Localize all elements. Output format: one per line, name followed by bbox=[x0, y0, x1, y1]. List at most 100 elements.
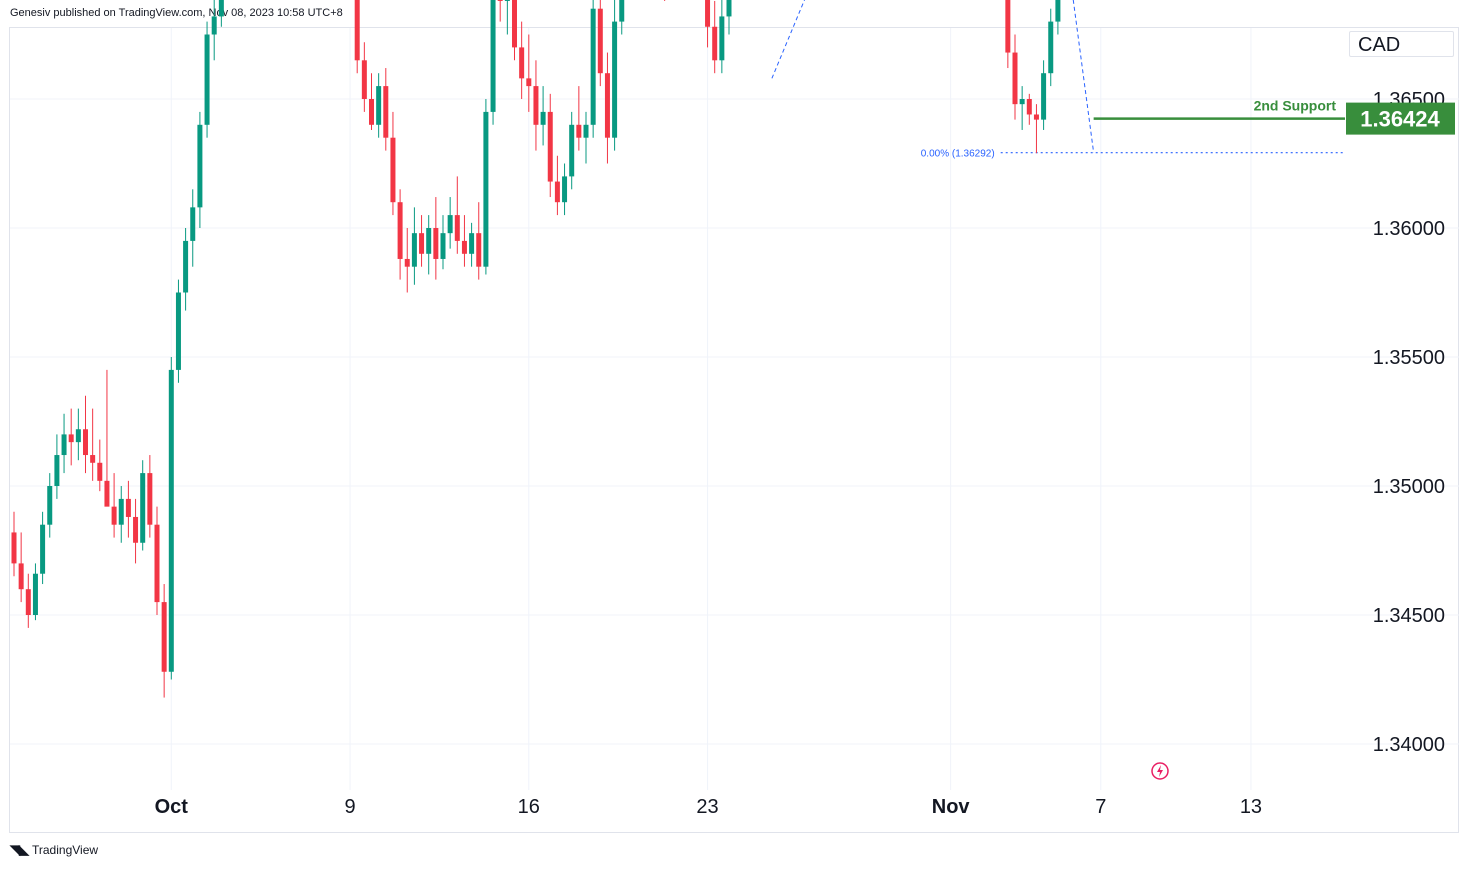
candle-body-29 bbox=[218, 0, 224, 17]
candle-body-61 bbox=[447, 215, 453, 234]
candle-body-84 bbox=[612, 21, 618, 138]
candle-body-70 bbox=[512, 0, 517, 48]
candle-body-18 bbox=[140, 473, 146, 543]
candle-body-139 bbox=[1005, 0, 1011, 53]
level-label-3: 2nd Support bbox=[1254, 98, 1337, 114]
candle-body-48 bbox=[354, 0, 360, 61]
candle-body-25 bbox=[190, 207, 196, 241]
candle-body-74 bbox=[540, 111, 546, 125]
x-tick-label-3: 23 bbox=[696, 796, 718, 818]
candle-body-8 bbox=[68, 434, 74, 443]
y-tick-label-2: 1.35000 bbox=[1373, 476, 1445, 498]
candle-body-51 bbox=[376, 86, 382, 125]
fib-label-3: 0.00% (1.36292) bbox=[921, 149, 995, 160]
candle-body-22 bbox=[168, 369, 174, 672]
price-badge-3-bg bbox=[1346, 102, 1455, 135]
candle-body-82 bbox=[597, 8, 603, 74]
candle-body-57 bbox=[419, 233, 425, 254]
y-tick-label-0: 1.34000 bbox=[1373, 734, 1445, 756]
candle-body-15 bbox=[118, 498, 124, 525]
candle-body-28 bbox=[211, 16, 217, 35]
candle-body-2 bbox=[25, 589, 31, 615]
candle-body-6 bbox=[54, 455, 60, 486]
candle-body-75 bbox=[547, 111, 553, 182]
candle-body-19 bbox=[147, 473, 153, 525]
candle-body-49 bbox=[361, 60, 367, 99]
lightning-icon bbox=[1151, 762, 1169, 780]
candle-body-81 bbox=[590, 8, 596, 125]
lightning-icon-bolt bbox=[1157, 765, 1163, 777]
candle-body-14 bbox=[111, 506, 117, 525]
candle-body-144 bbox=[1041, 73, 1047, 120]
candle-body-5 bbox=[47, 486, 53, 525]
candle-body-21 bbox=[161, 602, 167, 672]
candle-body-79 bbox=[576, 124, 582, 138]
candle-body-9 bbox=[75, 429, 81, 443]
x-tick-label-1: 9 bbox=[344, 796, 355, 818]
candle-body-145 bbox=[1048, 21, 1054, 74]
candle-body-11 bbox=[90, 455, 96, 463]
candle-body-1 bbox=[18, 563, 24, 590]
candle-body-67 bbox=[490, 0, 496, 112]
y-tick-label-1: 1.34500 bbox=[1373, 605, 1445, 627]
candle-body-141 bbox=[1019, 99, 1025, 105]
candle-body-143 bbox=[1033, 114, 1039, 120]
x-tick-label-0: Oct bbox=[155, 796, 189, 818]
currency-selector[interactable]: CAD bbox=[1349, 31, 1454, 57]
candle-body-68 bbox=[497, 0, 503, 1]
tradingview-logo-icon: ◥◣ bbox=[10, 842, 29, 857]
price-badge-3: 1.36424 bbox=[1360, 107, 1440, 132]
candle-body-0 bbox=[11, 532, 17, 564]
candle-body-27 bbox=[204, 34, 210, 125]
candle-body-98 bbox=[712, 26, 718, 61]
candle-body-142 bbox=[1026, 99, 1032, 115]
candle-body-16 bbox=[125, 498, 131, 517]
candle-body-53 bbox=[390, 137, 396, 203]
candle-body-12 bbox=[97, 462, 103, 481]
footer-branding: ◥◣ TradingView bbox=[10, 842, 98, 858]
candle-body-3 bbox=[32, 573, 38, 615]
candle-body-13 bbox=[104, 480, 110, 507]
candle-body-52 bbox=[383, 86, 389, 138]
candle-body-55 bbox=[404, 258, 410, 267]
x-tick-label-6: 13 bbox=[1240, 796, 1262, 818]
candle-body-78 bbox=[569, 124, 575, 177]
candle-body-64 bbox=[469, 233, 475, 254]
candle-body-63 bbox=[461, 240, 467, 254]
candle-body-80 bbox=[583, 124, 589, 138]
candle-body-59 bbox=[433, 228, 439, 259]
candle-body-26 bbox=[197, 124, 203, 208]
tradingview-brand: TradingView bbox=[32, 843, 99, 857]
candle-body-77 bbox=[562, 176, 568, 203]
candle-body-50 bbox=[369, 99, 374, 125]
chart-frame bbox=[9, 27, 1459, 833]
y-tick-label-4: 1.36000 bbox=[1373, 218, 1445, 240]
candle-body-73 bbox=[533, 86, 539, 125]
candle-body-69 bbox=[504, 0, 510, 1]
candle-body-7 bbox=[61, 434, 67, 456]
publisher-caption: Genesiv published on TradingView.com, No… bbox=[10, 7, 343, 19]
candle-body-66 bbox=[483, 111, 489, 267]
candle-body-65 bbox=[476, 233, 482, 267]
candle-body-60 bbox=[440, 233, 446, 259]
candle-body-71 bbox=[519, 47, 525, 79]
candle-body-76 bbox=[554, 181, 560, 203]
candle-body-24 bbox=[183, 240, 189, 293]
x-tick-label-4: Nov bbox=[932, 796, 971, 818]
candle-body-20 bbox=[154, 524, 160, 603]
candle-body-4 bbox=[40, 524, 46, 574]
candle-body-100 bbox=[726, 0, 732, 17]
candle-body-146 bbox=[1055, 0, 1061, 22]
candle-body-54 bbox=[397, 202, 403, 259]
candle-body-58 bbox=[426, 228, 432, 254]
candle-body-83 bbox=[604, 73, 610, 138]
candle-body-72 bbox=[526, 78, 532, 87]
y-tick-label-3: 1.35500 bbox=[1373, 347, 1445, 369]
candle-body-17 bbox=[133, 516, 139, 543]
x-tick-label-5: 7 bbox=[1095, 796, 1106, 818]
candle-body-85 bbox=[619, 0, 625, 22]
candle-body-97 bbox=[705, 0, 711, 27]
candle-body-23 bbox=[175, 292, 181, 370]
candle-body-10 bbox=[83, 429, 88, 456]
